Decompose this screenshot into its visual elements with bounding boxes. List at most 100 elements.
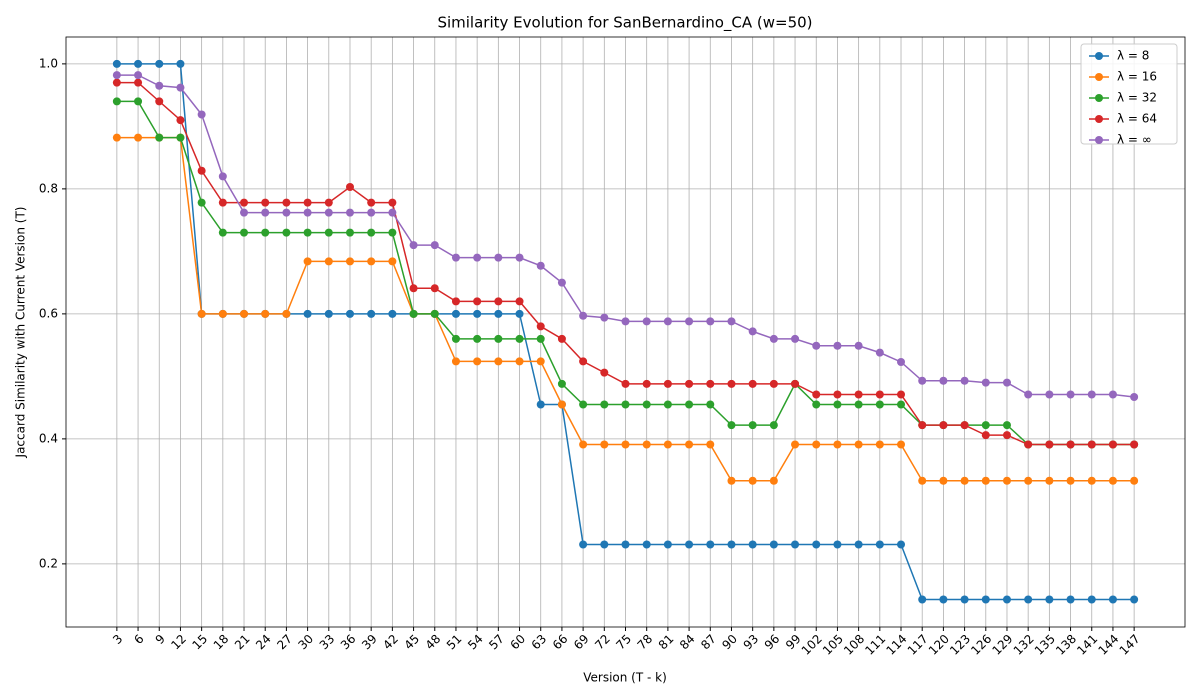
data-point: [1045, 595, 1054, 604]
data-point: [579, 400, 588, 409]
data-point: [1087, 390, 1096, 399]
data-point: [833, 440, 842, 449]
data-point: [960, 421, 969, 430]
data-point: [897, 390, 906, 399]
data-point: [897, 400, 906, 409]
data-point: [324, 309, 333, 318]
data-point: [1024, 476, 1033, 485]
data-point: [727, 317, 736, 326]
data-point: [303, 257, 312, 266]
data-point: [176, 133, 185, 142]
data-point: [812, 540, 821, 549]
data-point: [409, 309, 418, 318]
data-point: [473, 334, 482, 343]
y-tick-label: 0.6: [39, 306, 58, 320]
data-point: [240, 208, 249, 217]
data-point: [176, 59, 185, 68]
data-point: [918, 476, 927, 485]
data-point: [1066, 390, 1075, 399]
data-point: [897, 540, 906, 549]
data-point: [1108, 595, 1117, 604]
data-point: [536, 334, 545, 343]
data-point: [875, 540, 884, 549]
data-point: [579, 357, 588, 366]
data-point: [1130, 595, 1139, 604]
data-point: [812, 440, 821, 449]
data-point: [494, 357, 503, 366]
y-axis-label: Jaccard Similarity with Current Version …: [14, 207, 28, 459]
data-point: [833, 540, 842, 549]
data-point: [1130, 476, 1139, 485]
data-point: [600, 440, 609, 449]
data-point: [1002, 421, 1011, 430]
data-point: [854, 400, 863, 409]
legend-marker: [1095, 52, 1103, 60]
plot-frame: [65, 36, 1186, 628]
data-point: [451, 334, 460, 343]
data-point: [515, 334, 524, 343]
data-point: [875, 348, 884, 357]
data-point: [515, 297, 524, 306]
data-point: [960, 476, 969, 485]
data-point: [218, 309, 227, 318]
data-point: [1002, 378, 1011, 387]
data-point: [939, 376, 948, 385]
data-point: [642, 400, 651, 409]
data-point: [663, 317, 672, 326]
data-point: [430, 284, 439, 293]
data-point: [1087, 440, 1096, 449]
data-point: [451, 309, 460, 318]
data-point: [240, 309, 249, 318]
data-point: [367, 198, 376, 207]
data-point: [663, 440, 672, 449]
data-point: [557, 278, 566, 287]
data-point: [430, 241, 439, 250]
data-point: [918, 595, 927, 604]
data-point: [303, 228, 312, 237]
data-point: [218, 198, 227, 207]
data-point: [833, 390, 842, 399]
data-point: [642, 540, 651, 549]
data-point: [685, 540, 694, 549]
data-point: [1002, 595, 1011, 604]
data-point: [833, 400, 842, 409]
data-point: [473, 357, 482, 366]
data-point: [240, 198, 249, 207]
data-point: [579, 440, 588, 449]
data-point: [1108, 476, 1117, 485]
data-point: [494, 253, 503, 262]
data-point: [515, 357, 524, 366]
data-point: [557, 334, 566, 343]
legend-label: λ = 8: [1117, 49, 1149, 63]
data-point: [1087, 476, 1096, 485]
data-point: [939, 476, 948, 485]
y-tick-label: 0.2: [39, 556, 58, 570]
data-point: [473, 309, 482, 318]
data-point: [134, 78, 143, 87]
data-point: [473, 297, 482, 306]
data-point: [1130, 440, 1139, 449]
data-point: [621, 400, 630, 409]
data-point: [685, 440, 694, 449]
data-point: [494, 297, 503, 306]
data-point: [791, 540, 800, 549]
data-point: [1045, 390, 1054, 399]
data-point: [1066, 440, 1075, 449]
data-point: [282, 208, 291, 217]
data-point: [409, 284, 418, 293]
data-point: [791, 440, 800, 449]
data-point: [812, 390, 821, 399]
data-point: [769, 379, 778, 388]
data-point: [176, 116, 185, 125]
data-point: [748, 327, 757, 336]
data-point: [345, 309, 354, 318]
data-point: [1108, 440, 1117, 449]
data-point: [134, 133, 143, 142]
data-point: [1024, 440, 1033, 449]
data-point: [1045, 476, 1054, 485]
data-point: [981, 595, 990, 604]
data-point: [430, 309, 439, 318]
data-point: [621, 317, 630, 326]
data-point: [388, 198, 397, 207]
